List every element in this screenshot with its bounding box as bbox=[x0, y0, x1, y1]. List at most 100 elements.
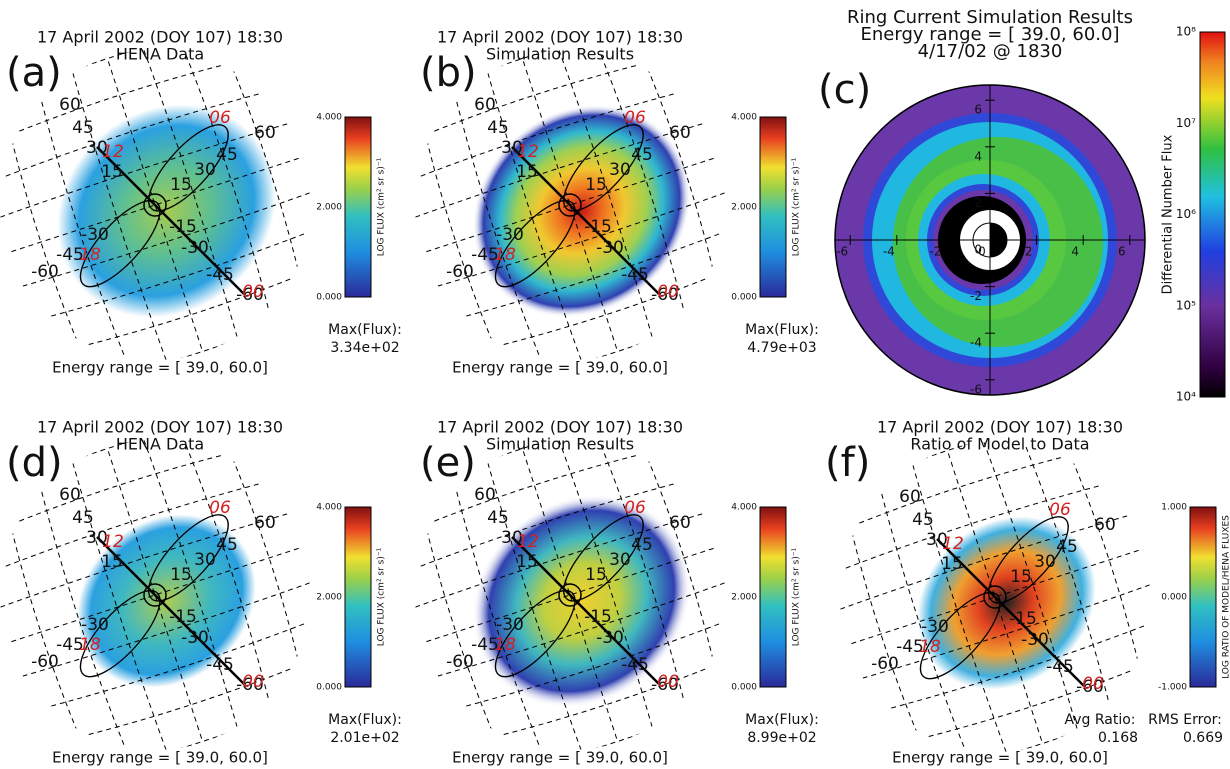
stat-value: 0.669 bbox=[1183, 730, 1223, 746]
dipole-loop bbox=[494, 589, 576, 678]
mlat-label: 60 bbox=[899, 487, 921, 507]
mlat-label: -30 bbox=[181, 238, 209, 258]
panel-label: (a) bbox=[6, 50, 62, 96]
noon-midnight-line bbox=[96, 536, 246, 686]
panel-label: (e) bbox=[420, 440, 476, 486]
mlat-label: 30 bbox=[1034, 552, 1056, 572]
earth bbox=[143, 583, 167, 607]
mlat-label: -45 bbox=[56, 245, 84, 265]
flux-image bbox=[917, 516, 1096, 690]
colorbar bbox=[759, 506, 787, 688]
earth bbox=[558, 193, 582, 217]
mlat-label: 45 bbox=[912, 510, 934, 530]
colorbar bbox=[759, 116, 787, 298]
mlat-label: -30 bbox=[81, 225, 109, 245]
dipole-loop bbox=[148, 514, 229, 602]
mlat-label: -15 bbox=[584, 217, 612, 237]
earth bbox=[983, 585, 1007, 609]
mlat-label: 45 bbox=[631, 535, 653, 555]
y-tick-label: 0 bbox=[974, 243, 982, 257]
colorbar-tick-label: 10⁵ bbox=[1176, 298, 1196, 312]
x-tick-label: -6 bbox=[836, 245, 848, 259]
panel-subtitle: HENA Data bbox=[116, 45, 204, 64]
mlat-label: -30 bbox=[81, 615, 109, 635]
energy-range: Energy range = [ 39.0, 60.0] bbox=[452, 749, 668, 767]
colorbar-label: LOG FLUX (cm² sr s)⁻¹ bbox=[377, 547, 387, 646]
panel-label: (d) bbox=[6, 440, 63, 486]
stat-label: Avg Ratio: bbox=[1064, 712, 1135, 728]
dipole-loop bbox=[494, 199, 576, 288]
mlat-label: 45 bbox=[487, 508, 509, 528]
mlat-label: 15 bbox=[585, 175, 607, 195]
colorbar-tick-label: 0.000 bbox=[316, 683, 342, 693]
mlat-label: -60 bbox=[651, 285, 679, 305]
mlt-label: 06 bbox=[209, 498, 231, 518]
noon-midnight-line bbox=[511, 146, 661, 296]
x-tick-label: 0 bbox=[978, 245, 986, 259]
mlt-label: 18 bbox=[919, 637, 941, 657]
grid-line bbox=[1085, 442, 1150, 704]
noon-midnight-line bbox=[936, 538, 1086, 688]
mlat-label: 60 bbox=[1094, 515, 1116, 535]
panel-title: 17 April 2002 (DOY 107) 18:30 bbox=[37, 418, 283, 437]
colorbar-tick-label: 4.000 bbox=[731, 503, 757, 513]
colorbar bbox=[1199, 31, 1226, 398]
mlt-label: 12 bbox=[517, 142, 539, 162]
mlat-label: -30 bbox=[596, 238, 624, 258]
mlat-label: -15 bbox=[1009, 609, 1037, 629]
mlat-label: 45 bbox=[216, 145, 238, 165]
note: Max(Flux): bbox=[745, 322, 819, 338]
mlat-label: 15 bbox=[101, 552, 123, 572]
mlat-label: 60 bbox=[59, 95, 81, 115]
colorbar-tick-label: 0.000 bbox=[316, 293, 342, 303]
mlat-label: -30 bbox=[1021, 630, 1049, 650]
colorbar-label: LOG FLUX (cm² sr s)⁻¹ bbox=[792, 157, 802, 256]
orbit bbox=[494, 124, 644, 288]
colorbar-tick-label: 10⁴ bbox=[1176, 390, 1196, 404]
mlat-label: 60 bbox=[474, 95, 496, 115]
dipole-loop bbox=[919, 591, 1001, 680]
mlat-label: 30 bbox=[194, 550, 216, 570]
mlat-label: -45 bbox=[471, 635, 499, 655]
energy-range: Energy range = [ 39.0, 60.0] bbox=[52, 749, 268, 767]
colorbar-tick-label: 0.000 bbox=[731, 683, 757, 693]
mlat-label: 15 bbox=[516, 552, 538, 572]
colorbar-tick-label: 10⁶ bbox=[1176, 207, 1196, 221]
mlt-label: 00 bbox=[657, 672, 679, 692]
mlat-label: 15 bbox=[170, 175, 192, 195]
mlt-label: 00 bbox=[657, 282, 679, 302]
mlat-label: -60 bbox=[446, 652, 474, 672]
mlat-label: 60 bbox=[254, 513, 276, 533]
mlat-label: 45 bbox=[1056, 537, 1078, 557]
ring-title: 4/17/02 @ 1830 bbox=[918, 41, 1063, 62]
map bbox=[840, 442, 1150, 752]
mlt-label: 12 bbox=[102, 142, 124, 162]
mlat-label: 30 bbox=[926, 530, 948, 550]
colorbar-tick-label: 2.000 bbox=[316, 593, 342, 603]
note: 2.01e+02 bbox=[330, 730, 399, 746]
mlat-label: -30 bbox=[181, 628, 209, 648]
y-tick-label: -2 bbox=[970, 289, 982, 303]
noon-midnight-line bbox=[96, 146, 246, 296]
dipole-loop bbox=[563, 514, 644, 602]
mlat-label: -15 bbox=[169, 217, 197, 237]
mlat-label: 30 bbox=[609, 550, 631, 570]
energy-range: Energy range = [ 39.0, 60.0] bbox=[452, 359, 668, 377]
mlat-label: 15 bbox=[585, 565, 607, 585]
colorbar-tick-label: 0.000 bbox=[731, 293, 757, 303]
panel-label: (c) bbox=[818, 67, 871, 113]
mlt-label: 18 bbox=[79, 635, 101, 655]
mlt-label: 00 bbox=[1082, 674, 1104, 694]
mlat-label: 60 bbox=[669, 513, 691, 533]
orbit bbox=[79, 514, 229, 678]
mlat-label: 45 bbox=[72, 118, 94, 138]
y-tick-label: 4 bbox=[974, 149, 982, 163]
mlt-label: 00 bbox=[242, 672, 264, 692]
mlt-label: 06 bbox=[209, 108, 231, 128]
mlt-label: 18 bbox=[494, 635, 516, 655]
mlat-label: -45 bbox=[206, 655, 234, 675]
panel-subtitle: HENA Data bbox=[116, 435, 204, 454]
orbit bbox=[494, 514, 644, 678]
energy-range: Energy range = [ 39.0, 60.0] bbox=[892, 749, 1108, 767]
